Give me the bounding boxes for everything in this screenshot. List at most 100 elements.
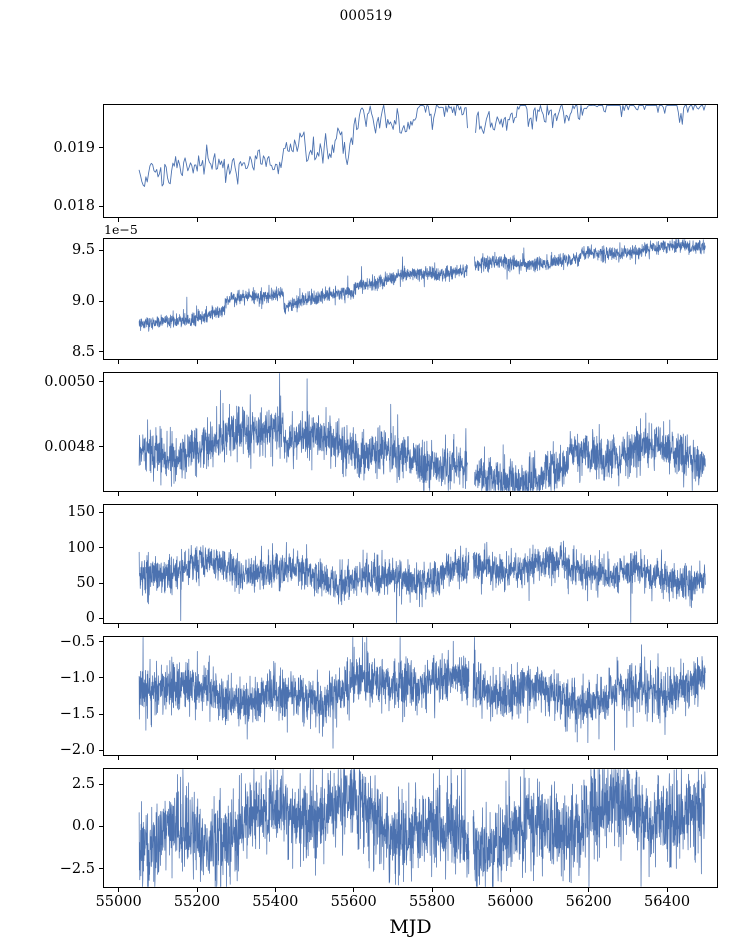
- y-tick-label: 0.018: [53, 198, 95, 215]
- x-tick-mark: [274, 218, 276, 222]
- series-plot-5: [138, 769, 706, 887]
- x-tick-mark: [118, 756, 120, 760]
- y-tick-mark: [99, 641, 103, 643]
- y-tick-mark: [99, 713, 103, 715]
- x-tick-mark: [353, 492, 355, 496]
- x-tick-mark: [353, 218, 355, 222]
- y-tick-mark: [99, 617, 103, 619]
- x-tick-mark: [509, 218, 511, 222]
- y-tick-label: 9.5: [71, 242, 95, 259]
- x-tick-mark: [353, 624, 355, 628]
- y-tick-mark: [99, 582, 103, 584]
- series-plot-3: [138, 540, 706, 623]
- x-tick-mark: [274, 624, 276, 628]
- x-tick-mark: [666, 756, 668, 760]
- y-tick-mark: [99, 205, 103, 207]
- series-plot-1: [138, 239, 706, 332]
- y-tick-label: −2.5: [59, 860, 95, 877]
- y-tick-mark: [99, 446, 103, 448]
- x-tick-mark: [196, 756, 198, 760]
- y-axis-offset-label: 1e−5: [104, 222, 138, 237]
- x-tick-mark: [431, 756, 433, 760]
- y-tick-mark: [99, 381, 103, 383]
- y-tick-mark: [99, 300, 103, 302]
- x-tick-mark: [666, 218, 668, 222]
- y-tick-label: 0.0048: [44, 438, 95, 455]
- x-tick-label: 55200: [173, 894, 221, 910]
- x-axis-label: MJD: [389, 916, 432, 938]
- x-tick-label: 55800: [408, 894, 456, 910]
- x-tick-mark: [274, 360, 276, 364]
- x-tick-mark: [118, 360, 120, 364]
- x-tick-mark: [431, 492, 433, 496]
- y-tick-label: 2.5: [71, 776, 95, 793]
- x-tick-mark: [118, 218, 120, 222]
- x-tick-mark: [196, 624, 198, 628]
- x-tick-mark: [353, 756, 355, 760]
- x-tick-mark: [509, 888, 511, 892]
- data-trace: [138, 769, 706, 887]
- data-trace: [138, 239, 706, 332]
- x-tick-label: 56000: [487, 894, 534, 910]
- plot-panel-4: [103, 636, 718, 756]
- x-tick-mark: [509, 360, 511, 364]
- x-tick-mark: [274, 492, 276, 496]
- x-tick-mark: [353, 888, 355, 892]
- x-tick-mark: [588, 218, 590, 222]
- x-tick-mark: [196, 492, 198, 496]
- series-plot-2: [138, 373, 706, 491]
- x-tick-mark: [588, 624, 590, 628]
- x-tick-mark: [353, 360, 355, 364]
- y-tick-label: 9.0: [71, 293, 95, 310]
- y-tick-label: 8.5: [71, 343, 95, 360]
- y-tick-mark: [99, 147, 103, 149]
- x-tick-mark: [274, 888, 276, 892]
- y-tick-label: 150: [67, 504, 95, 521]
- x-tick-mark: [509, 492, 511, 496]
- x-tick-mark: [509, 756, 511, 760]
- data-trace: [138, 105, 706, 187]
- x-tick-mark: [431, 888, 433, 892]
- x-tick-mark: [666, 360, 668, 364]
- y-tick-mark: [99, 249, 103, 251]
- x-tick-mark: [588, 888, 590, 892]
- y-tick-mark: [99, 868, 103, 870]
- x-tick-label: 56400: [643, 894, 691, 910]
- y-tick-label: 0: [85, 610, 95, 627]
- x-tick-mark: [509, 624, 511, 628]
- x-tick-mark: [196, 360, 198, 364]
- x-tick-label: 55400: [252, 894, 299, 910]
- y-tick-mark: [99, 511, 103, 514]
- x-tick-mark: [431, 360, 433, 364]
- y-tick-label: −0.5: [59, 633, 95, 650]
- x-tick-mark: [274, 756, 276, 760]
- figure-title: 000519: [339, 8, 393, 24]
- x-tick-mark: [431, 624, 433, 628]
- y-tick-label: −2.0: [59, 742, 95, 759]
- y-tick-mark: [99, 547, 103, 549]
- y-tick-label: −1.0: [59, 669, 95, 686]
- plot-panel-5: [103, 768, 718, 888]
- y-tick-mark: [99, 825, 103, 827]
- y-tick-label: 50: [76, 575, 95, 592]
- plot-panel-3: [103, 504, 718, 624]
- series-plot-0: [138, 105, 706, 187]
- plot-panel-1: [103, 238, 718, 360]
- y-tick-mark: [99, 749, 103, 751]
- x-tick-mark: [588, 492, 590, 496]
- plot-panel-0: [103, 104, 718, 218]
- x-tick-label: 55600: [330, 894, 377, 910]
- x-tick-mark: [666, 492, 668, 496]
- x-tick-mark: [666, 624, 668, 628]
- y-tick-mark: [99, 677, 103, 679]
- x-tick-mark: [196, 888, 198, 892]
- data-trace: [138, 373, 706, 491]
- x-tick-mark: [118, 624, 120, 628]
- x-tick-mark: [196, 218, 198, 222]
- plot-panel-2: [103, 372, 718, 492]
- y-tick-mark: [99, 351, 103, 353]
- x-tick-mark: [118, 888, 120, 892]
- data-trace: [138, 540, 706, 623]
- x-tick-mark: [588, 756, 590, 760]
